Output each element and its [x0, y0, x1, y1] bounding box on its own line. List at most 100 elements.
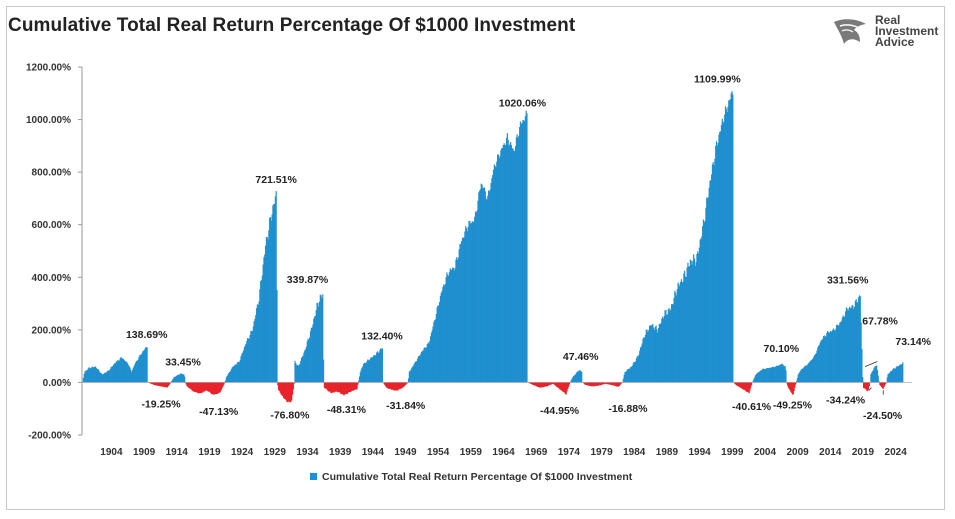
area-bar — [773, 366, 775, 383]
y-tick-label: 1000.00% — [26, 115, 71, 126]
area-bar — [513, 150, 515, 383]
area-bar — [237, 361, 239, 383]
area-bar — [796, 381, 798, 383]
area-bar — [766, 367, 768, 383]
area-bar — [805, 365, 807, 383]
area-bar — [654, 327, 656, 383]
area-bar — [748, 382, 750, 394]
area-bar — [840, 321, 843, 383]
area-bar — [667, 309, 669, 383]
area-bar — [268, 230, 270, 383]
area-bar — [432, 326, 434, 383]
area-bar — [739, 382, 741, 388]
area-bar — [439, 295, 441, 383]
area-bar — [725, 108, 727, 383]
area-bar — [158, 382, 160, 387]
area-bar — [377, 352, 379, 383]
y-tick-label: 1200.00% — [26, 63, 71, 74]
area-bar — [610, 382, 612, 385]
area-bar — [827, 332, 830, 383]
area-bar — [693, 258, 696, 383]
area-bar — [165, 382, 167, 388]
area-bar — [578, 370, 580, 383]
area-bar — [442, 287, 444, 383]
area-bar — [568, 382, 571, 385]
area-bar — [816, 350, 818, 383]
area-bar — [523, 120, 525, 383]
area-bar — [454, 268, 456, 383]
area-bar — [117, 360, 119, 383]
area-bar — [554, 382, 556, 385]
area-bar — [891, 370, 893, 383]
area-bar — [303, 352, 305, 383]
area-bar — [889, 372, 891, 383]
area-bar — [195, 382, 197, 393]
area-bar — [563, 382, 565, 393]
area-bar — [498, 157, 500, 383]
label-leader-line — [868, 387, 872, 391]
area-bar — [424, 347, 426, 383]
area-bar — [662, 316, 664, 383]
area-bar — [468, 221, 470, 383]
area-bar — [138, 357, 140, 383]
area-bar — [755, 373, 758, 383]
area-bar — [388, 382, 390, 389]
area-bar — [298, 364, 300, 383]
x-tick-label: 1984 — [623, 447, 646, 458]
area-bar — [684, 276, 687, 383]
area-bar — [717, 142, 719, 383]
area-bar — [403, 382, 405, 387]
area-bar — [119, 358, 121, 383]
area-bar — [114, 363, 116, 383]
area-bar — [161, 382, 163, 387]
data-label: 1020.06% — [499, 97, 547, 109]
area-bar — [474, 216, 476, 383]
area-bar — [566, 382, 568, 392]
area-bar — [794, 382, 796, 388]
area-bar — [361, 367, 363, 383]
area-bar — [461, 241, 463, 383]
area-bar — [403, 382, 406, 387]
area-bar — [421, 351, 423, 383]
area-bar — [214, 382, 216, 395]
data-label: 67.78% — [862, 316, 898, 328]
area-bar — [522, 120, 524, 383]
area-bar — [782, 364, 784, 383]
area-bar — [313, 318, 315, 383]
area-bar — [616, 382, 618, 387]
area-bar — [126, 363, 129, 383]
data-label: 47.46% — [563, 351, 599, 363]
area-bar — [583, 382, 585, 384]
area-bar — [648, 325, 651, 383]
area-bar — [597, 382, 599, 386]
area-bar — [385, 382, 387, 387]
area-bar — [576, 372, 578, 383]
area-bar — [617, 382, 620, 387]
area-bar — [857, 301, 859, 383]
area-bar — [849, 306, 851, 383]
area-bar — [820, 340, 822, 383]
area-bar — [300, 357, 303, 383]
area-bar — [645, 329, 647, 383]
area-bar — [836, 325, 838, 383]
area-bar — [877, 375, 879, 383]
area-bar — [836, 324, 839, 383]
area-bar — [795, 382, 797, 385]
area-bar — [653, 330, 656, 383]
area-bar — [510, 142, 512, 383]
area-bar — [203, 382, 205, 392]
area-bar — [470, 223, 472, 383]
area-bar — [446, 272, 448, 383]
area-bar — [489, 189, 491, 383]
area-bar — [319, 294, 321, 383]
area-bar — [579, 370, 581, 383]
area-bar — [767, 368, 769, 383]
area-bar — [679, 282, 682, 383]
area-bar — [191, 382, 193, 391]
area-bar — [471, 221, 473, 383]
area-bar — [508, 145, 510, 383]
area-bar — [787, 382, 789, 388]
area-bar — [483, 187, 486, 383]
area-bar — [497, 154, 499, 383]
area-bar — [613, 382, 615, 386]
